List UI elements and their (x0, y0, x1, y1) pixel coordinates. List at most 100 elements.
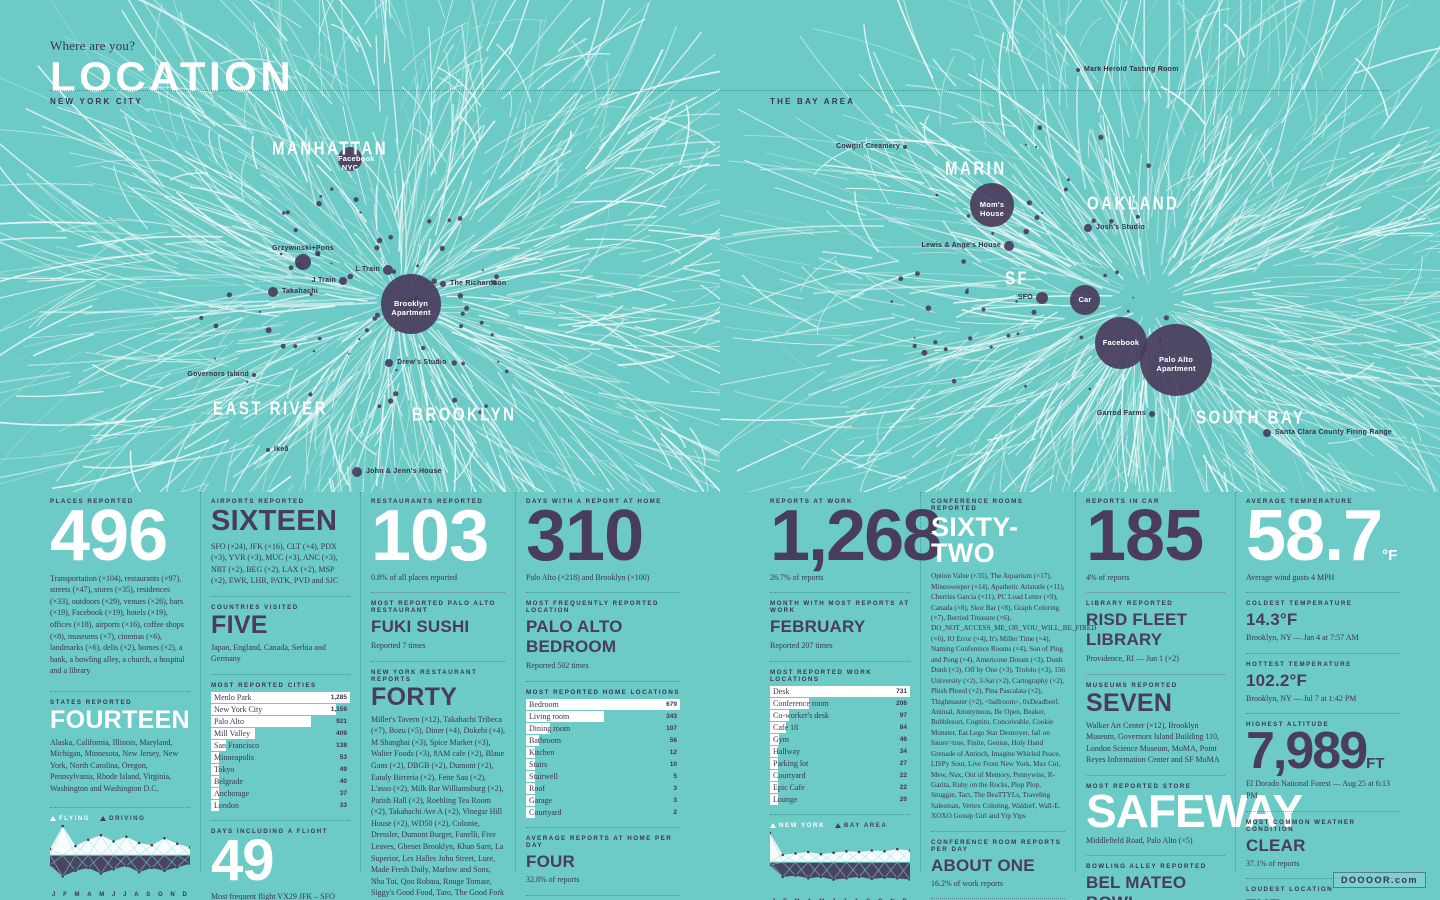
row-label: Minneapolis (214, 753, 254, 763)
bowling-alley-value: BEL MATEO BOWL (1086, 873, 1187, 900)
table-row: Palo Alto 921 (211, 715, 350, 728)
row-label: Gym (773, 735, 789, 745)
states-reported-value: FOURTEEN (50, 705, 190, 734)
conference-rooms-value: SIXTY-TWO (931, 512, 1019, 568)
table-row: New York City 1,159 (211, 703, 350, 716)
bar-fill (526, 794, 536, 806)
table-row: Belgrade 40 (211, 775, 350, 788)
average-temperature-unit: °F (1382, 547, 1398, 564)
places-reported-note: Transportation (×104), restaurants (×97)… (50, 573, 185, 676)
row-value: 409 (336, 730, 347, 738)
map-bubble-label: Brooklyn Apartment (391, 299, 431, 318)
ny-restaurant-note: Miller's Tavern (×12), Takahachi Tribeca… (371, 714, 506, 898)
month-tick: D (182, 891, 188, 898)
month-tick: O (158, 891, 164, 898)
bar-fill (526, 722, 551, 734)
table-row: London 33 (211, 799, 350, 812)
table-row: Stairs 10 (526, 758, 680, 771)
row-label: New York City (214, 705, 263, 715)
map-point-label: Santa Clara County Firing Range (1275, 429, 1393, 436)
airports-value: SIXTEEN (211, 505, 338, 537)
row-label: Epic Cafe (773, 783, 805, 793)
row-label: Living room (529, 712, 570, 722)
map-point-label: The Richardson (450, 280, 507, 287)
month-tick: A (134, 891, 140, 898)
row-label: Hallway (773, 747, 801, 757)
table-row: Menlo Park 1,285 (211, 691, 350, 704)
left-col-2: AIRPORTS REPORTED SIXTEEN SFO (×24), JFK… (200, 492, 360, 900)
triangle-up-icon (50, 815, 56, 821)
row-value: 1,285 (330, 694, 347, 702)
bar-fill (770, 769, 779, 781)
states-reported-note: Alaska, California, Illinois, Maryland, … (50, 737, 179, 794)
table-row: Courtyard 22 (770, 769, 910, 782)
most-reported-cities-block: MOST REPORTED CITIES Menlo Park 1,285 Ne… (211, 673, 350, 812)
coldest-temperature-note: Brooklyn, NY — Jan 4 at 7:57 AM (1246, 633, 1359, 643)
map-point-label: Mark Herold Tasting Room (1084, 66, 1179, 73)
bay-area-map: MARIN OAKLAND SF SOUTH BAY Palo Alto Apartm… (720, 0, 1440, 492)
row-label: Stairs (529, 760, 548, 770)
map-bubble-label: Car (1078, 295, 1092, 304)
row-label: Bedroom (529, 700, 559, 710)
countries-value: FIVE (211, 610, 268, 639)
table-row: Parking lot 27 (770, 757, 910, 770)
bowling-alley-label: BOWLING ALLEY REPORTED (1086, 863, 1207, 871)
row-label: Courtyard (773, 771, 806, 781)
month-most-work-note: Reported 207 times (770, 641, 833, 651)
bar-fill (211, 787, 220, 799)
standing-desk-block: REPORTS AT A STANDING DESK SEVENTEEN 2.3… (931, 898, 1065, 900)
row-value: 84 (899, 724, 907, 732)
row-value: 12 (669, 749, 677, 757)
loudest-location-block: LOUDEST LOCATION THE INDEPENDENT Chairli… (1246, 878, 1400, 900)
conf-per-day-label: CONFERENCE ROOM REPORTS PER DAY (931, 838, 1062, 853)
bar-fill (211, 715, 311, 727)
row-value: 20 (899, 796, 907, 804)
table-row: Cafe 18 84 (770, 721, 910, 734)
restaurants-label: RESTAURANTS REPORTED (371, 498, 484, 505)
row-value: 53 (339, 754, 347, 762)
row-value: 3 (673, 785, 677, 793)
month-tick: J (52, 891, 57, 898)
highest-altitude-label: HIGHEST ALTITUDE (1246, 721, 1330, 729)
fuki-note: Reported 7 times (371, 641, 426, 651)
average-temperature-label: AVERAGE TEMPERATURE (1246, 498, 1353, 505)
bar-fill (770, 745, 779, 757)
hotel-reports-block: DAYS WITH A HOTEL REPORT FORTY-SEVEN At … (526, 894, 680, 900)
most-reported-cities-table: Menlo Park 1,285 New York City 1,159 Pal… (211, 691, 350, 812)
map-bubble-label: Palo Alto Apartment (1156, 355, 1196, 374)
table-row: Living room 343 (526, 710, 680, 723)
right-region-label: THE BAY AREA (770, 97, 856, 106)
left-region-label: NEW YORK CITY (50, 97, 143, 106)
month-tick: A (87, 891, 93, 898)
avg-home-reports-block: AVERAGE REPORTS AT HOME PER DAY FOUR 32.… (526, 827, 680, 886)
row-label: Stairwell (529, 772, 558, 782)
row-label: Bathroom (529, 736, 561, 746)
coldest-temperature-block: COLDEST TEMPERATURE 14.3°F Brooklyn, NY … (1246, 592, 1400, 644)
museums-note: Walker Art Center (×12), Brooklyn Museum… (1086, 720, 1220, 765)
triangle-down-icon (834, 823, 841, 829)
table-row: Courtyard 2 (526, 806, 680, 819)
row-value: 37 (339, 790, 347, 798)
airports-note: SFO (×24), JFK (×16), CLT (×4), PDX (×3)… (211, 541, 339, 586)
right-col-4: AVERAGE TEMPERATURE 58.7°F Average wind … (1235, 492, 1410, 900)
month-tick: J (112, 891, 117, 898)
month-tick: F (63, 891, 68, 898)
ny-restaurant-value: FORTY (371, 682, 458, 711)
library-note: Providence, RI — Jun 1 (×2) (1086, 654, 1179, 664)
month-tick: S (146, 891, 152, 898)
bar-fill (211, 691, 350, 703)
row-value: 1,159 (330, 706, 347, 714)
conference-rooms-label: CONFERENCE ROOMS REPORTED (931, 498, 1024, 512)
most-reported-store-value: SAFEWAY (1086, 784, 1303, 837)
airports-block: AIRPORTS REPORTED SIXTEEN SFO (×24), JFK… (211, 498, 350, 587)
month-tick: M (74, 891, 81, 898)
header-kicker: Where are you? (50, 38, 136, 53)
days-flight-value: 49 (211, 828, 275, 894)
map-city-label: SOUTH BAY (1196, 407, 1306, 429)
month-tick: N (170, 891, 176, 898)
row-value: 2 (673, 809, 677, 817)
loudest-location-label: LOUDEST LOCATION (1246, 886, 1334, 894)
bar-fill (770, 697, 810, 709)
